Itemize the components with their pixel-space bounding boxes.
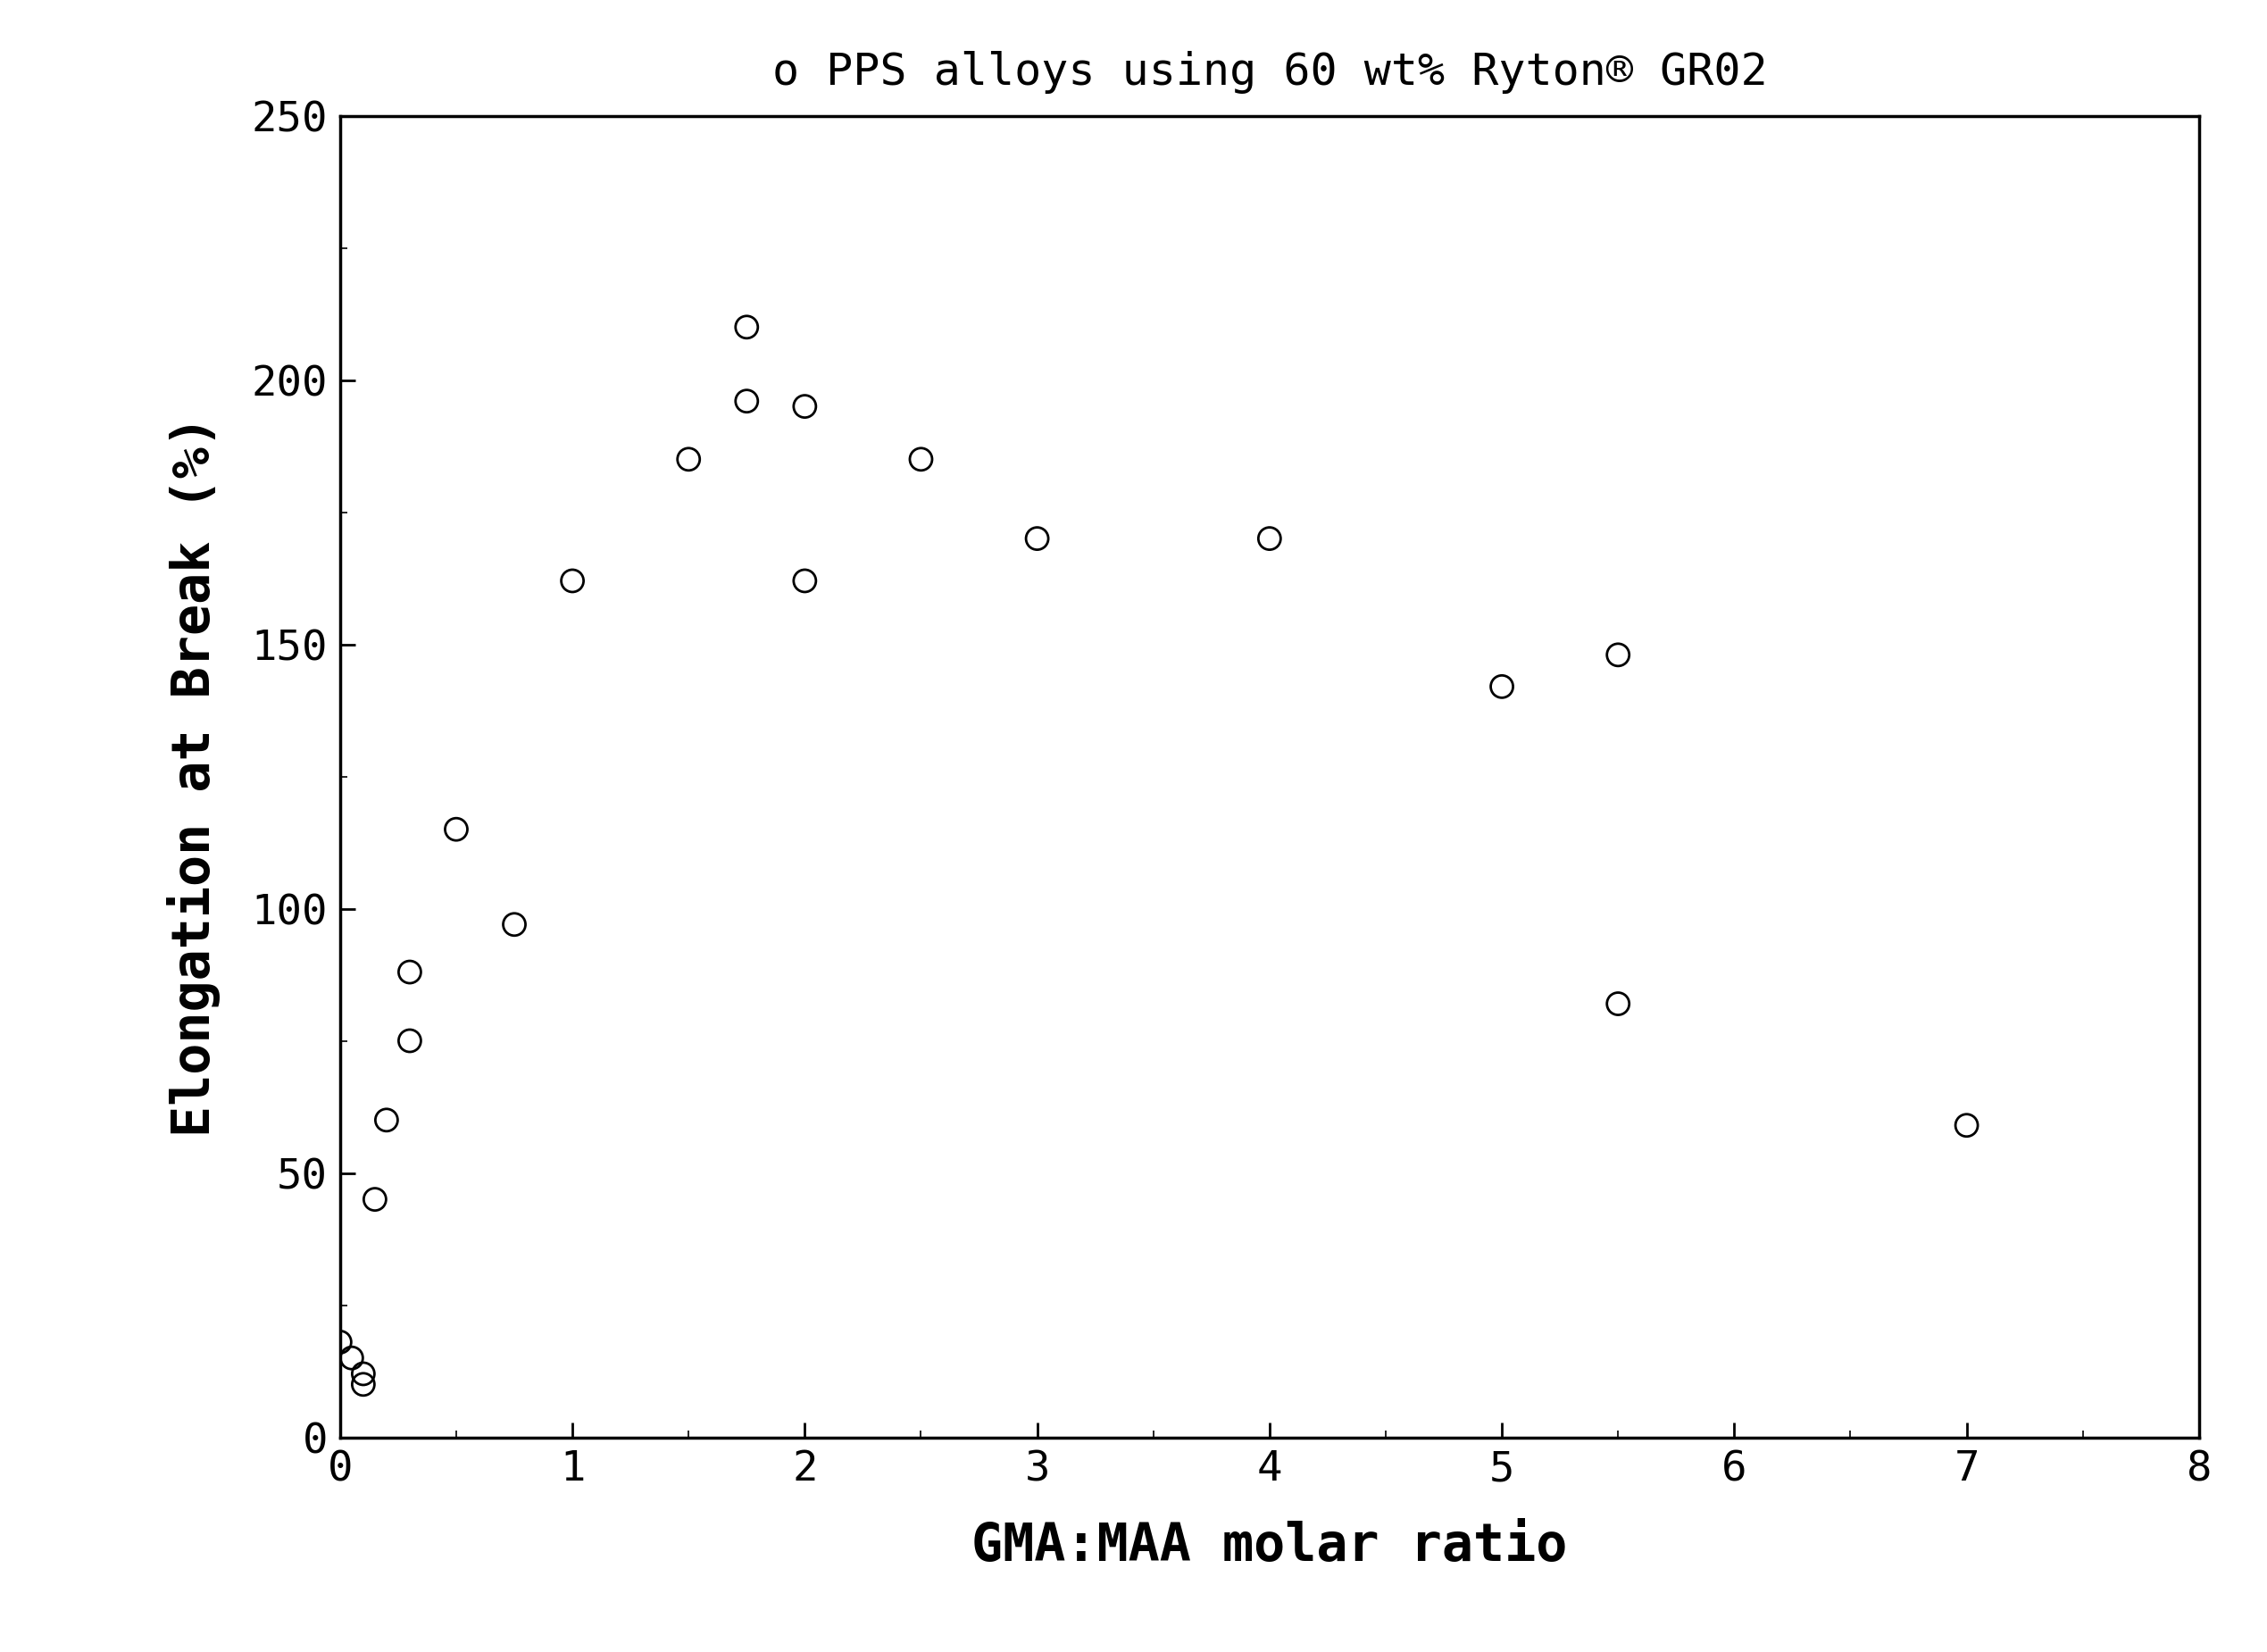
Point bbox=[1601, 641, 1637, 667]
Point bbox=[345, 1371, 381, 1398]
Point bbox=[345, 1361, 381, 1388]
Point bbox=[902, 446, 939, 472]
Point bbox=[438, 816, 474, 843]
Point bbox=[728, 314, 764, 340]
Point bbox=[356, 1186, 392, 1213]
Y-axis label: Elongation at Break (%): Elongation at Break (%) bbox=[168, 416, 220, 1137]
Point bbox=[1018, 525, 1054, 552]
Point bbox=[496, 912, 533, 938]
Point bbox=[333, 1345, 370, 1371]
Point bbox=[1483, 674, 1519, 700]
Point bbox=[322, 1328, 358, 1355]
Point bbox=[367, 1107, 404, 1133]
Point bbox=[1251, 525, 1288, 552]
X-axis label: GMA:MAA molar ratio: GMA:MAA molar ratio bbox=[973, 1521, 1566, 1571]
Point bbox=[392, 1028, 428, 1054]
Title: o PPS alloys using 60 wt% Ryton® GR02: o PPS alloys using 60 wt% Ryton® GR02 bbox=[771, 51, 1768, 94]
Point bbox=[728, 388, 764, 415]
Point bbox=[553, 568, 589, 595]
Point bbox=[787, 393, 823, 420]
Point bbox=[671, 446, 707, 472]
Point bbox=[1947, 1112, 1986, 1138]
Point bbox=[392, 958, 428, 985]
Point bbox=[787, 568, 823, 595]
Point bbox=[1601, 991, 1637, 1018]
